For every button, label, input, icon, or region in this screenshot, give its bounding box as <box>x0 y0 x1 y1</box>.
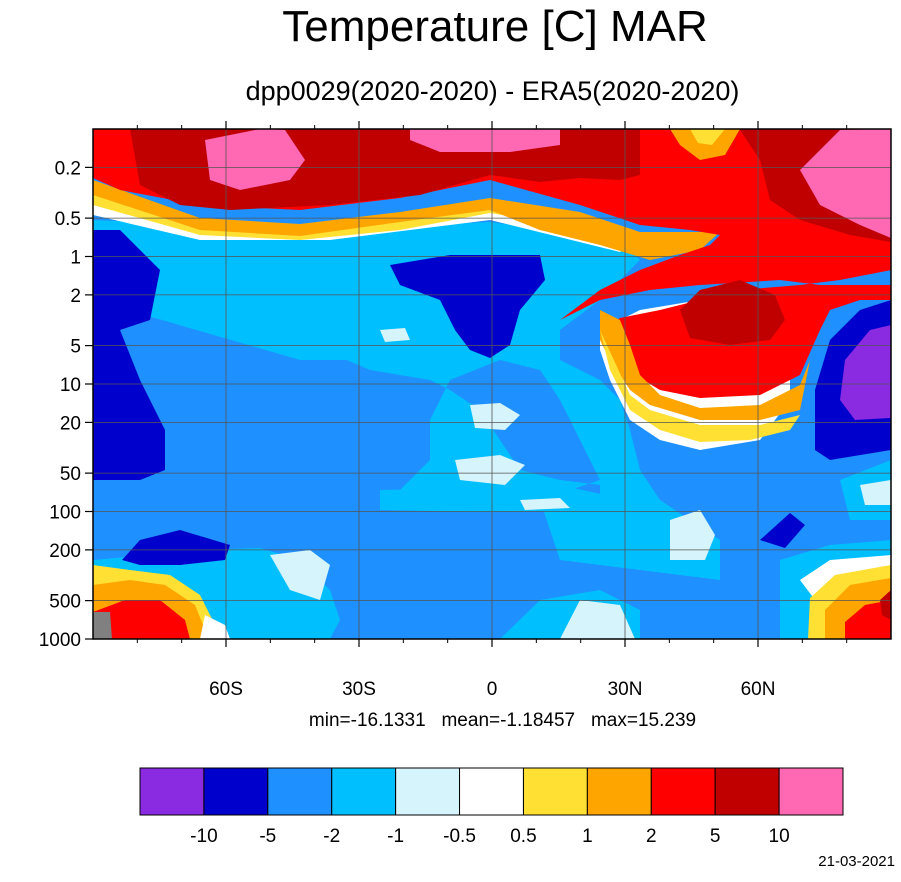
colorbar-level-label: -10 <box>190 826 217 847</box>
contour-fill-pink-eq <box>410 129 560 152</box>
colorbar <box>139 767 844 816</box>
x-tick-label: 0 <box>487 679 498 700</box>
y-tick-label: 1000 <box>39 630 81 651</box>
contour-fill-pale-4 <box>380 328 410 342</box>
colorbar-swatch <box>331 767 397 816</box>
contour-fill-darkred-nh-mid <box>680 280 785 345</box>
date-stamp: 21-03-2021 <box>818 853 895 870</box>
gridlines <box>93 129 891 639</box>
x-tick-label: 60N <box>741 679 776 700</box>
colorbar-labels: -10 -5 -2 -1 -0.5 0.5 1 2 5 10 <box>190 826 789 847</box>
y-tick-label: 10 <box>60 375 81 396</box>
x-axis-labels: 60S 30S 0 30N 60N <box>209 679 775 700</box>
colorbar-level-label: 2 <box>646 826 657 847</box>
contour-fill-pale-1 <box>270 550 330 600</box>
contour-fill-orange-cap <box>670 129 740 160</box>
y-tick-label: 0.5 <box>55 209 81 230</box>
colorbar-level-label: 1 <box>582 826 593 847</box>
missing-data-patch <box>93 612 112 639</box>
y-tick-label: 5 <box>70 337 81 358</box>
x-tick-label: 60S <box>209 679 243 700</box>
stat-mean: mean=-1.18457 <box>441 710 576 731</box>
contour-fill-pink-np <box>800 129 891 238</box>
contour-fill-yellow-upper <box>93 190 640 248</box>
x-tick-label: 30S <box>342 679 376 700</box>
colorbar-swatch <box>586 767 652 816</box>
colorbar-level-label: -2 <box>323 826 340 847</box>
contour-fill-orange-upper <box>93 180 720 260</box>
chart-title: Temperature [C] MAR <box>282 2 708 51</box>
contour-fill-red-sh-low <box>93 600 190 639</box>
contour-fill-dark-blue-nh <box>760 513 805 548</box>
colorbar-level-label: 5 <box>710 826 721 847</box>
y-tick-label: 1 <box>70 248 81 269</box>
plot-area <box>93 129 891 639</box>
contour-fill-dark-blue-sh <box>93 230 165 480</box>
colorbar-swatch <box>395 767 461 816</box>
contour-fill-pale-2 <box>470 403 520 430</box>
stat-max: max=15.239 <box>590 710 697 731</box>
contour-fill-yellow-nh <box>600 330 800 442</box>
contour-fill-white-sh-low <box>200 615 230 639</box>
contour-fill-darkred-nh-low <box>880 590 891 620</box>
contour-fill-pale-8 <box>560 600 635 639</box>
y-tick-label: 20 <box>60 413 81 434</box>
contour-fill-pale-5 <box>520 498 570 510</box>
chart-subtitle: dpp0029(2020-2020) - ERA5(2020-2020) <box>245 76 740 106</box>
contour-fill-pale-7 <box>860 480 891 505</box>
colorbar-swatch <box>139 767 205 816</box>
colorbar-level-label: 0.5 <box>510 826 536 847</box>
colorbar-swatch <box>778 767 844 816</box>
x-tick-label: 30N <box>608 679 643 700</box>
contour-fill-pale-6 <box>670 510 715 560</box>
colorbar-level-label: -0.5 <box>443 826 476 847</box>
contour-fill-orange-nh <box>600 310 810 420</box>
contour-fill-dark-blue-200 <box>122 530 230 565</box>
colorbar-swatch <box>459 767 524 816</box>
colorbar-level-label: 10 <box>769 826 790 847</box>
stat-min: min=-16.1331 <box>308 710 426 731</box>
contour-fill-purple <box>840 325 891 420</box>
colorbar-swatch <box>714 767 780 816</box>
y-axis-labels: 0.2 0.5 1 2 5 10 20 50 100 200 500 1000 <box>39 158 81 651</box>
y-tick-label: 100 <box>49 503 81 524</box>
axis-ticks <box>85 121 848 647</box>
contour-fill-pink-sh <box>205 129 305 190</box>
y-tick-label: 2 <box>70 286 81 307</box>
colorbar-swatch <box>522 767 588 816</box>
colorbar-level-label: -1 <box>387 826 404 847</box>
colorbar-level-label: -5 <box>259 826 276 847</box>
colorbar-swatch <box>650 767 716 816</box>
y-tick-label: 500 <box>49 592 81 613</box>
y-tick-label: 50 <box>60 464 81 485</box>
stats-line: min=-16.1331 mean=-1.18457 max=15.239 <box>0 710 901 732</box>
contour-fill-yellow-cap <box>690 129 725 145</box>
contour-fill-dark-blue-eq <box>390 255 545 358</box>
contour-fill-red-nh-low <box>845 600 891 639</box>
colorbar-swatch <box>203 767 269 816</box>
y-tick-label: 0.2 <box>55 158 81 179</box>
y-tick-label: 200 <box>49 541 81 562</box>
colorbar-swatch <box>267 767 333 816</box>
contour-fill-pale-3 <box>455 455 525 485</box>
